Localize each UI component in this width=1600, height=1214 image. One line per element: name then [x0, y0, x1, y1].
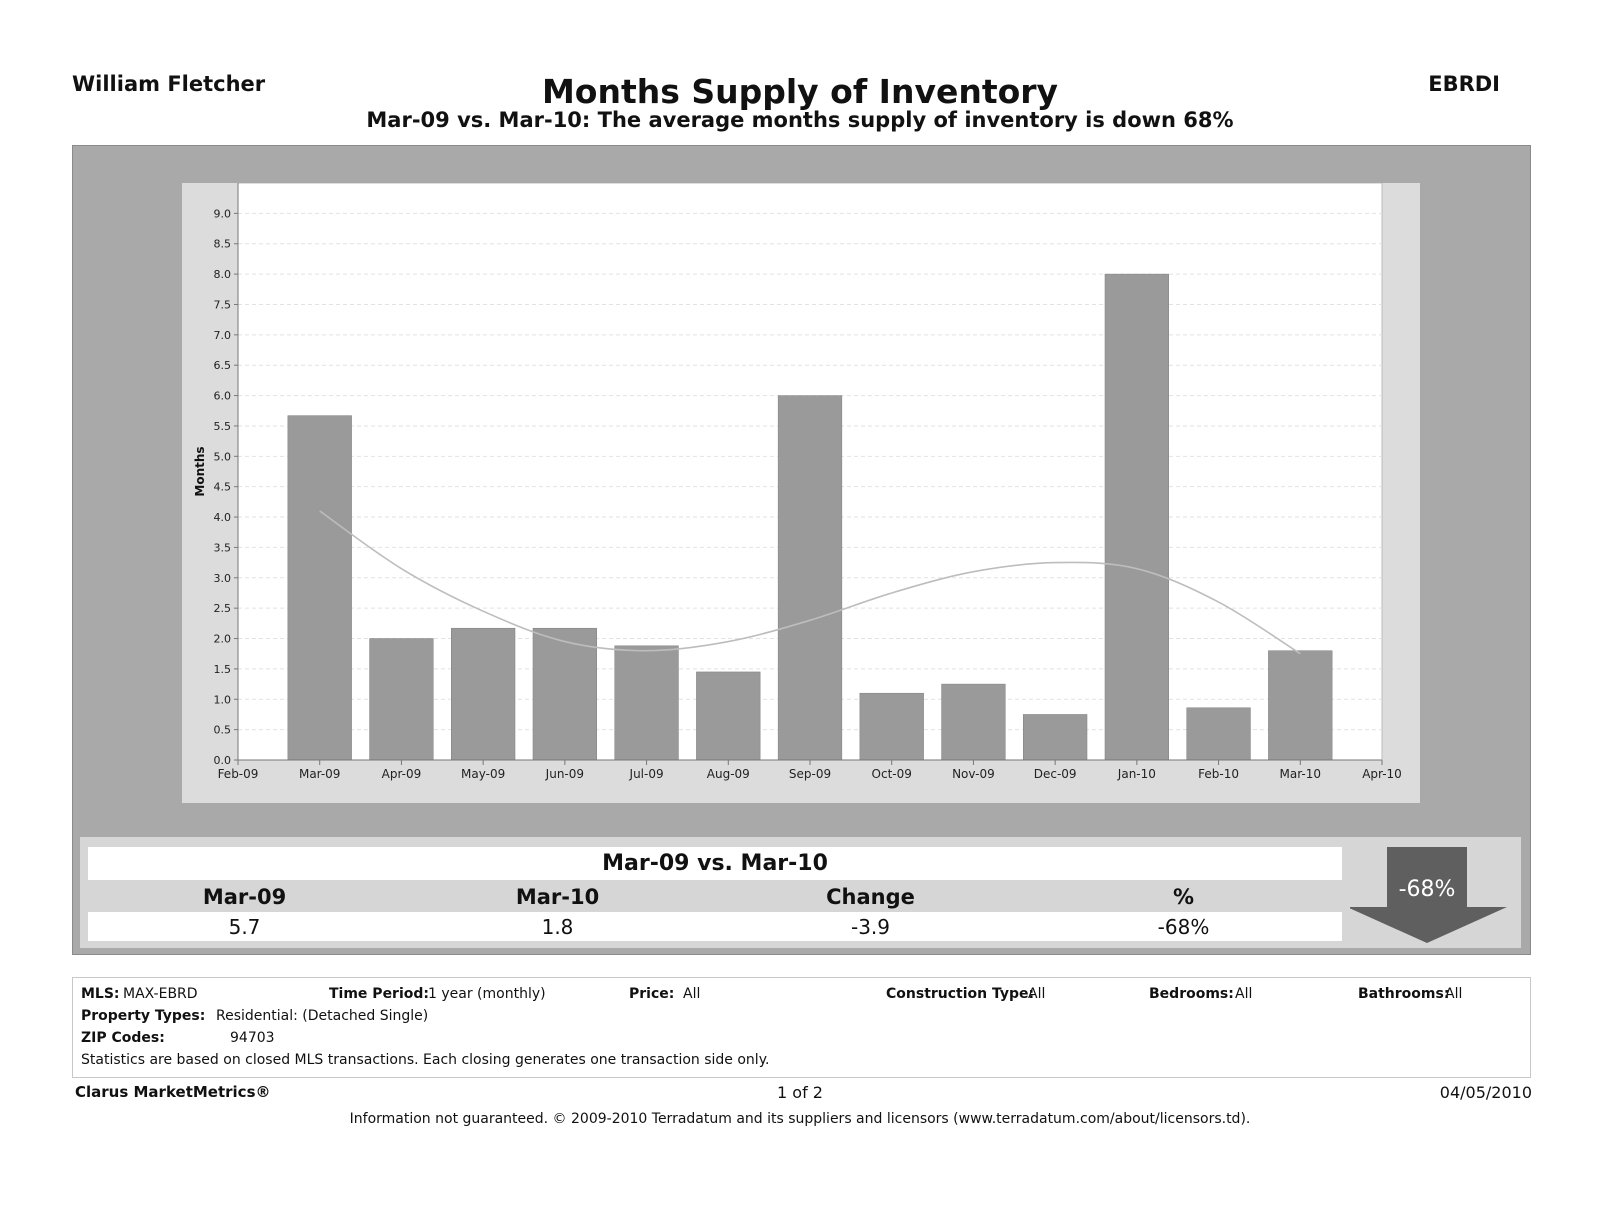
page-indicator: 1 of 2 — [777, 1083, 823, 1102]
chart-subtitle: Mar-09 vs. Mar-10: The average months su… — [366, 108, 1234, 132]
y-tick-label: 1.5 — [214, 663, 232, 676]
bar — [532, 627, 597, 761]
price-label: Price: — [629, 986, 675, 1002]
summary-title: Mar-09 vs. Mar-10 — [88, 847, 1342, 880]
bar — [1104, 273, 1169, 761]
construction-value: All — [1028, 986, 1046, 1002]
summary-value-cell: 1.8 — [541, 915, 574, 939]
summary-value-row: 5.7 1.8 -3.9 -68% — [88, 912, 1342, 941]
y-tick-label: 4.5 — [214, 481, 232, 494]
y-tick-label: 5.5 — [214, 420, 232, 433]
x-tick-label: Dec-09 — [1034, 767, 1077, 781]
y-tick-label: 8.5 — [214, 238, 232, 251]
report-criteria: MLS: MAX-EBRD Time Period: 1 year (month… — [72, 977, 1531, 1078]
statistics-note: Statistics are based on closed MLS trans… — [81, 1052, 770, 1068]
chart-title: Months Supply of Inventory — [541, 72, 1059, 111]
comparison-summary: Mar-09 vs. Mar-10 Mar-09 Mar-10 Change %… — [80, 837, 1521, 948]
summary-header-cell: Mar-10 — [515, 885, 600, 909]
bar — [614, 645, 679, 761]
bar — [1023, 714, 1088, 761]
y-tick-label: 2.0 — [214, 633, 232, 646]
bar — [369, 638, 434, 761]
x-tick-label: Oct-09 — [872, 767, 912, 781]
x-tick-label: Feb-09 — [218, 767, 259, 781]
summary-value-cell: -68% — [1157, 915, 1210, 939]
y-tick-label: 3.5 — [214, 541, 232, 554]
x-tick-label: Apr-10 — [1362, 767, 1402, 781]
bathrooms-label: Bathrooms: — [1358, 986, 1450, 1002]
bar — [859, 692, 924, 761]
change-badge: -68% — [1399, 877, 1456, 902]
trend-line — [319, 510, 1301, 655]
price-value: All — [683, 986, 701, 1002]
zip-label: ZIP Codes: — [81, 1030, 165, 1046]
mls-id: EBRDI — [1428, 72, 1500, 96]
period-value: 1 year (monthly) — [428, 986, 546, 1002]
construction-label: Construction Type: — [886, 986, 1035, 1002]
report-date: 04/05/2010 — [1439, 1083, 1532, 1102]
y-tick-label: 3.0 — [214, 572, 232, 585]
summary-value-cell: -3.9 — [850, 915, 891, 939]
y-tick-label: 2.5 — [214, 602, 232, 615]
y-tick-label: 0.0 — [214, 754, 232, 767]
property-value: Residential: (Detached Single) — [216, 1008, 429, 1024]
bar — [777, 395, 843, 761]
x-tick-label: Apr-09 — [382, 767, 422, 781]
x-tick-label: Jan-10 — [1117, 767, 1156, 781]
agent-name: William Fletcher — [72, 72, 266, 96]
x-tick-label: Nov-09 — [952, 767, 995, 781]
y-tick-label: 6.5 — [214, 359, 232, 372]
brand-name: Clarus MarketMetrics® — [75, 1083, 271, 1101]
bar — [941, 683, 1006, 761]
y-tick-label: 4.0 — [214, 511, 232, 524]
y-tick-label: 7.0 — [214, 329, 232, 342]
bedrooms-label: Bedrooms: — [1149, 986, 1234, 1002]
bar — [696, 671, 761, 761]
bar — [1268, 650, 1333, 761]
summary-header-cell: % — [1172, 885, 1195, 909]
x-tick-label: May-09 — [461, 767, 505, 781]
summary-header-row: Mar-09 Mar-10 Change % — [88, 880, 1342, 912]
x-tick-label: Jul-09 — [629, 767, 664, 781]
y-tick-label: 1.0 — [214, 693, 232, 706]
x-tick-label: Feb-10 — [1198, 767, 1239, 781]
bar — [451, 627, 516, 761]
bedrooms-value: All — [1235, 986, 1253, 1002]
period-label: Time Period: — [329, 986, 430, 1002]
y-tick-label: 5.0 — [214, 450, 232, 463]
summary-header-cell: Mar-09 — [202, 885, 287, 909]
bar-chart: 0.0 0.5 1.0 1.5 2.0 2.5 3.0 3.5 4.0 4.5 5.0 5.5 6.0 6… — [193, 183, 1402, 781]
y-tick-label: 8.0 — [214, 268, 232, 281]
y-axis-label: Months — [193, 446, 207, 496]
x-tick-label: Jun-09 — [545, 767, 584, 781]
property-label: Property Types: — [81, 1008, 206, 1024]
x-tick-label: Mar-09 — [299, 767, 340, 781]
summary-header-cell: Change — [826, 885, 915, 909]
x-tick-label: Mar-10 — [1280, 767, 1321, 781]
x-tick-label: Sep-09 — [789, 767, 831, 781]
bathrooms-value: All — [1445, 986, 1463, 1002]
y-tick-label: 6.0 — [214, 390, 232, 403]
y-tick-label: 7.5 — [214, 298, 232, 311]
bar — [1186, 707, 1251, 761]
down-arrow-icon: -68% — [1350, 847, 1507, 943]
mls-label: MLS: — [81, 986, 120, 1002]
summary-value-cell: 5.7 — [228, 915, 261, 939]
zip-value: 94703 — [230, 1030, 275, 1046]
disclaimer: Information not guaranteed. © 2009-2010 … — [349, 1111, 1251, 1127]
y-tick-label: 9.0 — [214, 207, 232, 220]
y-tick-label: 0.5 — [214, 724, 232, 737]
bar — [287, 415, 352, 761]
mls-value: MAX-EBRD — [123, 986, 198, 1002]
x-tick-label: Aug-09 — [707, 767, 750, 781]
